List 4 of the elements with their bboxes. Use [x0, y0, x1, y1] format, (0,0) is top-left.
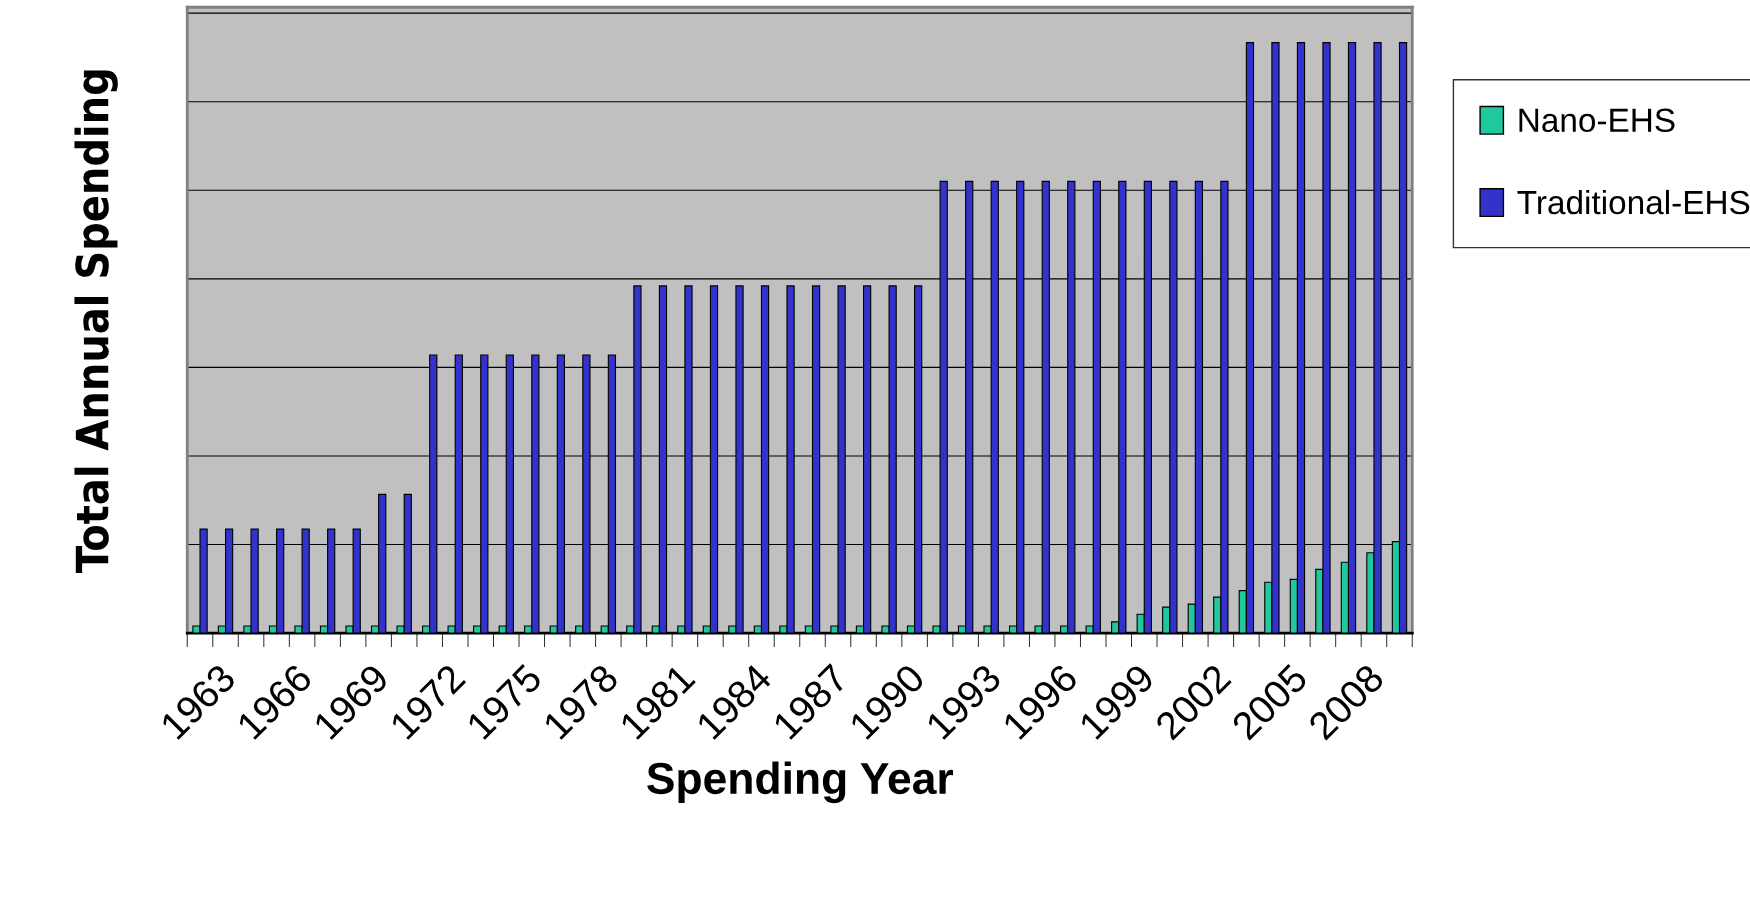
x-axis-title: Spending Year: [647, 761, 954, 804]
legend-label: Traditional-EHS: [1517, 189, 1750, 215]
y-axis-title: Total Annual Spending: [74, 70, 118, 573]
legend-label: Nano-EHS: [1519, 108, 1675, 133]
